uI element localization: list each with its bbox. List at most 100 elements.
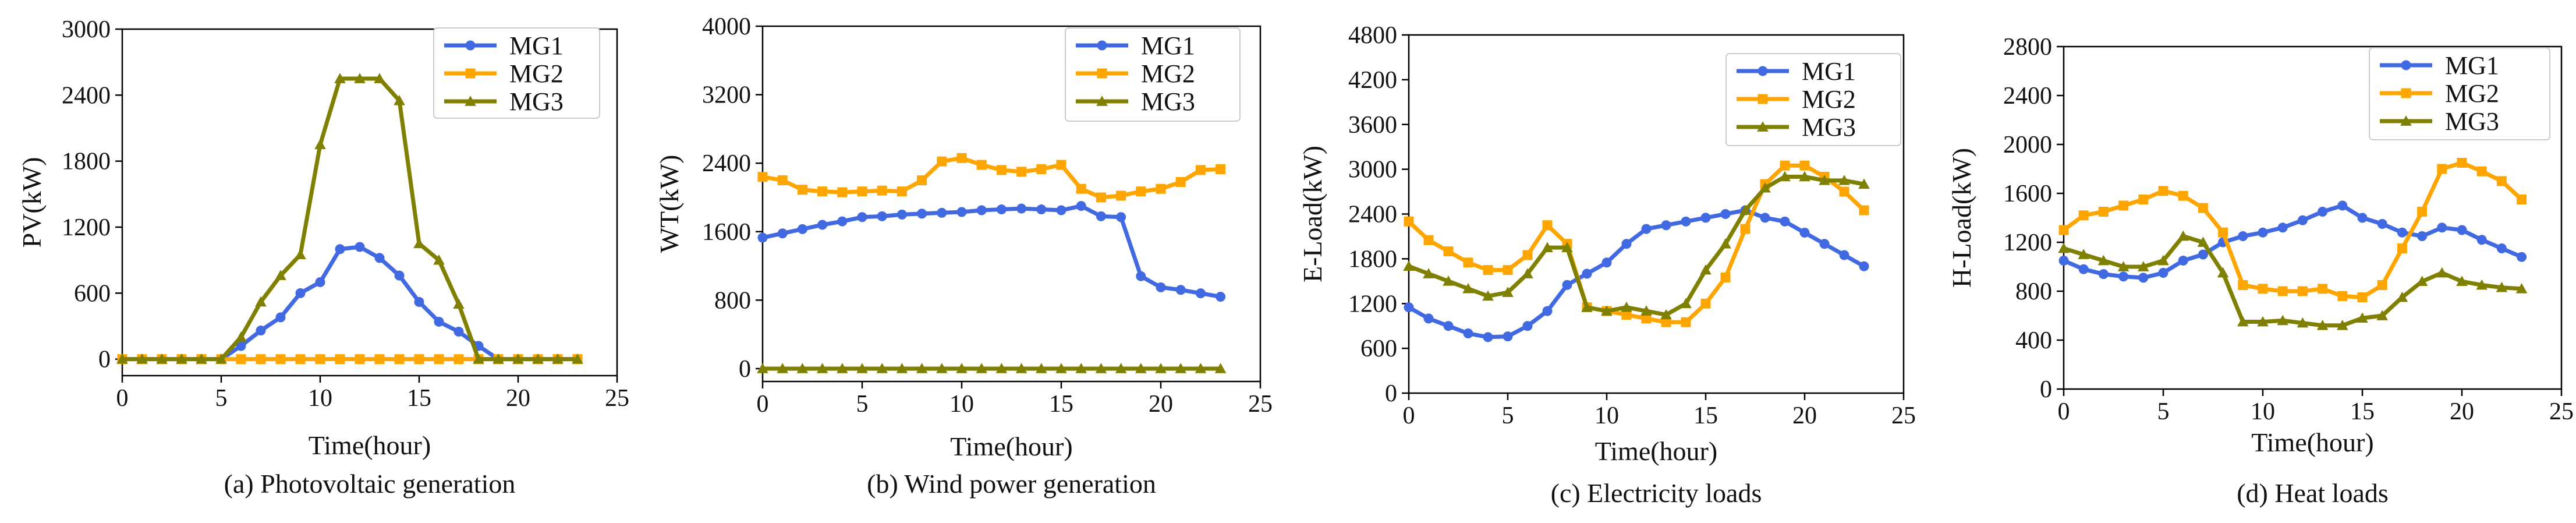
data-point-mg3 (334, 73, 346, 83)
chart-panel-d: 0 5 10 15 20 25 0 400 800 1200 1600 2000 2400 2800 Tim… (1947, 34, 2574, 508)
data-point-mg3 (1155, 363, 1167, 373)
data-point-mg3 (856, 363, 868, 373)
data-point-mg3 (837, 363, 848, 373)
data-point-mg3 (1115, 363, 1127, 373)
y-tick-label: 1600 (702, 219, 751, 246)
data-point-mg3 (1403, 260, 1415, 271)
data-point-mg1 (414, 296, 424, 307)
plot-frame (761, 25, 1262, 383)
legend-marker-mg1 (1758, 66, 1768, 76)
data-point-mg3 (1036, 363, 1047, 373)
data-point-mg2 (1700, 298, 1711, 309)
data-point-mg3 (176, 353, 187, 364)
data-point-mg3 (1423, 268, 1434, 278)
data-point-mg2 (2417, 207, 2428, 217)
data-point-mg3 (1700, 264, 1712, 275)
data-point-mg1 (1681, 216, 1691, 227)
data-point-mg2 (1641, 313, 1652, 324)
data-point-mg1 (797, 224, 807, 234)
data-point-mg1 (1859, 261, 1869, 271)
data-point-mg2 (1076, 183, 1086, 194)
y-tick-label: 600 (1360, 335, 1397, 362)
data-point-mg3 (2078, 249, 2089, 259)
data-point-mg1 (1562, 280, 1572, 290)
data-point-mg2 (315, 354, 325, 365)
data-point-mg2 (1156, 183, 1166, 194)
x-tick-label: 10 (308, 385, 332, 412)
data-point-mg3 (1443, 275, 1454, 286)
data-point-mg2 (2457, 158, 2467, 168)
data-point-mg2 (2138, 195, 2149, 204)
y-tick-label: 1800 (62, 149, 111, 175)
data-point-mg3 (796, 363, 809, 373)
data-point-mg3 (572, 353, 583, 364)
x-tick-label: 15 (1049, 391, 1073, 418)
data-point-mg2 (837, 187, 848, 197)
y-tick-label: 4200 (1348, 67, 1397, 94)
x-tick-label: 10 (949, 391, 974, 418)
y-tick-label: 1200 (1348, 291, 1397, 317)
data-point-mg2 (2258, 284, 2268, 294)
data-point-mg2 (2158, 186, 2168, 196)
data-point-mg1 (996, 204, 1007, 215)
data-point-mg1 (1175, 285, 1186, 295)
data-point-mg3 (2277, 314, 2288, 326)
y-tick-label: 2400 (62, 82, 111, 109)
series-line-mg3 (2063, 234, 2522, 328)
data-point-mg1 (374, 253, 385, 263)
legend-label-mg3: MG3 (509, 87, 564, 116)
legend-marker-mg3 (1757, 121, 1769, 132)
data-point-mg3 (1502, 287, 1514, 297)
data-point-mg3 (2257, 316, 2269, 327)
data-point-mg1 (1404, 302, 1414, 313)
legend-label-mg2: MG2 (1802, 85, 1856, 114)
data-point-mg1 (1542, 306, 1553, 316)
data-point-mg1 (2397, 227, 2407, 238)
data-point-mg1 (1661, 220, 1671, 231)
chart-panel-c: 0 5 10 15 20 25 0 600 1200 1800 2400 3000 3600 4200 48… (1298, 22, 1916, 508)
data-point-mg2 (434, 354, 444, 365)
data-point-mg1 (757, 232, 768, 243)
data-point-mg1 (2158, 268, 2168, 278)
data-point-mg3 (295, 249, 306, 260)
data-point-mg1 (976, 205, 987, 215)
data-point-mg3 (1640, 305, 1652, 316)
data-point-mg2 (1423, 235, 1434, 245)
data-point-mg3 (2237, 316, 2249, 327)
data-point-mg1 (1522, 321, 1533, 331)
legend-marker-mg1 (1097, 40, 1107, 51)
data-point-mg3 (1055, 363, 1067, 373)
data-point-mg3 (1680, 298, 1692, 309)
legend-label-mg2: MG2 (2445, 79, 2499, 108)
data-point-mg3 (1739, 204, 1751, 215)
legend-label-mg1: MG1 (1141, 31, 1195, 60)
data-point-mg3 (757, 363, 768, 373)
data-point-mg1 (236, 341, 246, 351)
data-point-mg2 (355, 354, 365, 365)
data-point-mg3 (1522, 268, 1533, 278)
legend-marker-mg3 (1096, 96, 1108, 106)
x-tick-label: 5 (1502, 402, 1514, 429)
panel-caption: (b) Wind power generation (867, 469, 1156, 499)
data-point-mg3 (492, 353, 504, 364)
legend-marker-mg2 (465, 68, 476, 79)
data-point-mg3 (2496, 281, 2508, 292)
y-tick-label: 0 (1385, 380, 1397, 407)
data-point-mg2 (2198, 203, 2208, 213)
y-tick-label: 2400 (1348, 202, 1397, 228)
data-point-mg1 (1195, 288, 1206, 299)
data-point-mg3 (235, 331, 247, 342)
data-point-mg3 (2316, 320, 2329, 330)
data-point-mg1 (857, 212, 867, 222)
y-tick-label: 3600 (1348, 112, 1397, 139)
data-point-mg2 (1443, 246, 1454, 257)
data-point-mg1 (2258, 227, 2268, 238)
data-point-mg3 (2357, 312, 2368, 323)
data-point-mg1 (817, 220, 828, 230)
y-axis-label: PV(kW) (17, 157, 47, 248)
plot-frame (2063, 45, 2563, 390)
data-point-mg3 (1214, 363, 1227, 373)
data-point-mg2 (1522, 250, 1533, 260)
y-axis-label: H-Load(kW) (1947, 148, 1976, 288)
